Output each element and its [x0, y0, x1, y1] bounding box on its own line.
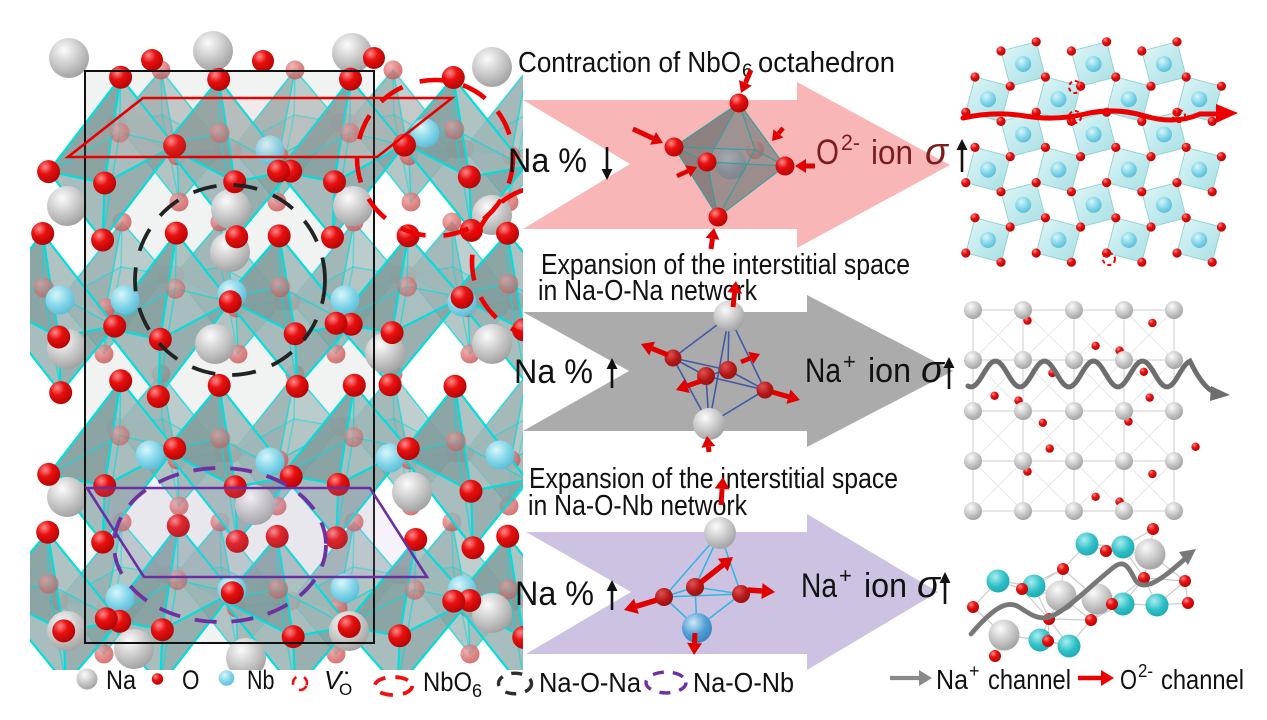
svg-text:O: O — [182, 665, 200, 695]
svg-text:Contraction of NbO: Contraction of NbO — [518, 47, 741, 79]
svg-text:σ: σ — [917, 564, 942, 606]
svg-text:Na %: Na % — [515, 575, 594, 613]
svg-text:+: + — [843, 349, 856, 374]
svg-text:σ: σ — [925, 131, 950, 173]
svg-text:σ: σ — [921, 349, 946, 391]
svg-text:octahedron: octahedron — [758, 47, 895, 79]
svg-text:O: O — [816, 133, 839, 172]
svg-text:Na-O-Nb: Na-O-Nb — [693, 667, 794, 698]
svg-text:O: O — [339, 680, 352, 699]
svg-text:in Na-O-Na network: in Na-O-Na network — [538, 275, 758, 307]
svg-text:Expansion of the interstitial: Expansion of the interstitial space — [541, 249, 910, 281]
svg-text:Expansion of the interstitial: Expansion of the interstitial space — [529, 463, 898, 495]
svg-text:Na %: Na % — [514, 353, 593, 391]
svg-text:ion: ion — [871, 134, 913, 172]
svg-text:O: O — [1120, 664, 1137, 695]
svg-text:V: V — [324, 665, 344, 695]
svg-text:+: + — [969, 661, 980, 681]
svg-text:Na: Na — [106, 665, 137, 695]
svg-text:6: 6 — [742, 61, 753, 82]
svg-text:2-: 2- — [841, 130, 860, 155]
svg-text:+: + — [839, 563, 852, 588]
svg-text:channel: channel — [988, 664, 1071, 695]
svg-text:Na: Na — [936, 664, 969, 695]
svg-text:Na %: Na % — [508, 142, 587, 180]
svg-text:Nb: Nb — [247, 665, 275, 695]
svg-text:2-: 2- — [1138, 661, 1153, 681]
svg-text:Na: Na — [805, 352, 841, 390]
svg-text:in Na-O-Nb network: in Na-O-Nb network — [528, 490, 748, 522]
svg-text:channel: channel — [1161, 664, 1244, 695]
svg-text:ion: ion — [864, 567, 907, 605]
svg-text:6: 6 — [472, 681, 482, 701]
svg-text:ion: ion — [868, 352, 911, 390]
svg-text:Na: Na — [801, 567, 837, 605]
svg-text:Na-O-Na: Na-O-Na — [539, 667, 642, 698]
svg-text:NbO: NbO — [423, 667, 472, 697]
